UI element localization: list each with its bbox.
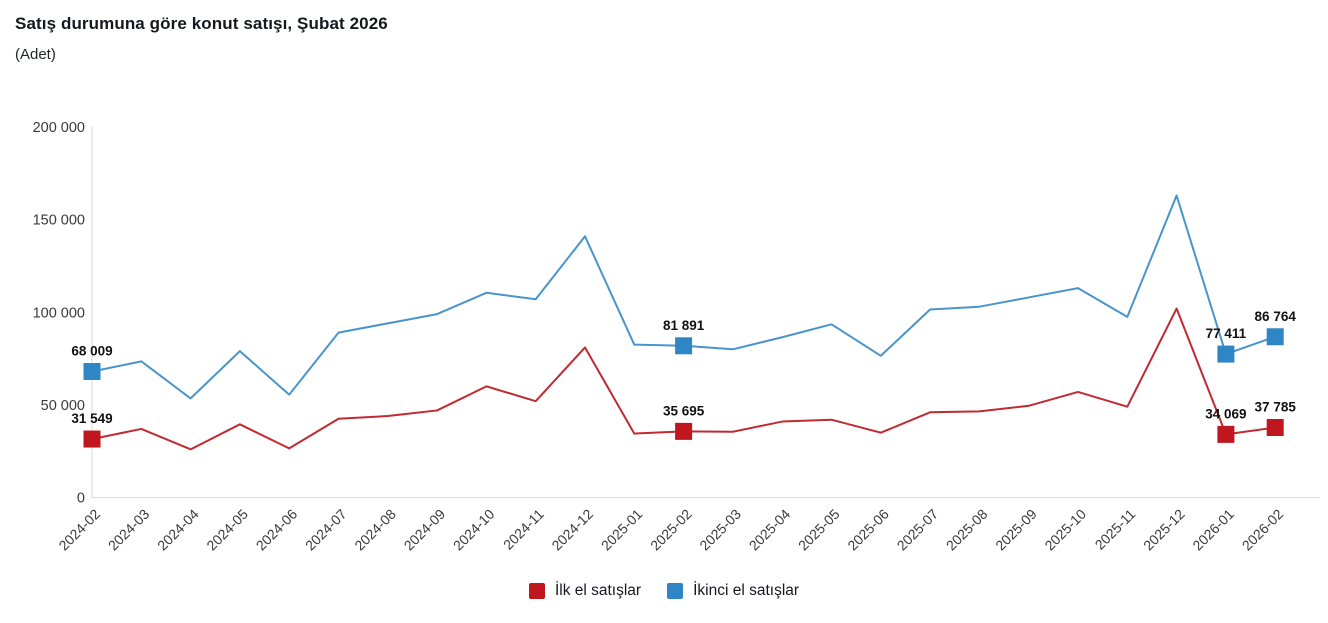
data-point-label: 35 695 (663, 403, 705, 418)
x-tick-label: 2025-08 (943, 506, 991, 554)
y-tick-label: 200 000 (33, 120, 85, 136)
chart-subtitle: (Adet) (15, 46, 56, 63)
data-point-label: 31 549 (71, 411, 112, 426)
x-tick-label: 2024-10 (450, 506, 498, 554)
x-tick-label: 2025-05 (795, 506, 843, 554)
y-tick-label: 100 000 (33, 305, 85, 321)
data-point-label: 77 411 (1206, 326, 1247, 341)
x-tick-label: 2024-02 (55, 506, 103, 554)
legend-item-ilk-el[interactable]: İlk el satışlar (528, 582, 642, 600)
x-tick-label: 2024-12 (548, 506, 596, 554)
x-tick-label: 2024-06 (253, 506, 301, 554)
data-point-marker[interactable] (675, 337, 693, 355)
data-point-label: 81 891 (663, 318, 705, 333)
data-point-marker[interactable] (1217, 425, 1235, 443)
series-line (91, 194, 1276, 400)
data-point-label: 86 764 (1255, 309, 1297, 324)
legend-label-ilk-el: İlk el satışlar (554, 582, 642, 599)
x-tick-label: 2025-12 (1140, 506, 1188, 554)
data-point-label: 34 069 (1205, 406, 1246, 421)
data-point-marker[interactable] (675, 422, 693, 440)
data-point-marker[interactable] (83, 430, 101, 448)
data-point-marker[interactable] (1266, 419, 1284, 437)
x-tick-label: 2025-02 (647, 506, 695, 554)
x-tick-label: 2025-10 (1041, 506, 1089, 554)
data-point-label: 68 009 (71, 344, 112, 359)
x-tick-label: 2025-11 (1092, 506, 1139, 553)
legend-swatch-ilk-el-icon (528, 583, 545, 599)
x-tick-label: 2024-05 (203, 506, 251, 554)
data-point-marker[interactable] (1266, 328, 1284, 346)
x-tick-label: 2025-07 (894, 506, 942, 554)
chart-legend: İlk el satışlar İkinci el satışlar (0, 578, 1328, 604)
x-tick-label: 2024-03 (105, 506, 153, 554)
data-point-label: 37 785 (1255, 400, 1297, 415)
x-tick-label: 2025-03 (696, 506, 744, 554)
x-tick-label: 2024-04 (154, 506, 202, 554)
x-tick-label: 2025-01 (598, 506, 646, 554)
x-tick-label: 2024-07 (302, 506, 350, 554)
x-tick-label: 2024-08 (351, 506, 399, 554)
legend-label-ikinci-el: İkinci el satışlar (693, 582, 800, 599)
y-tick-label: 150 000 (33, 213, 85, 229)
legend-swatch-ikinci-el-icon (667, 583, 684, 599)
data-point-marker[interactable] (1217, 345, 1235, 363)
data-point-marker[interactable] (83, 363, 101, 381)
x-tick-label: 2025-09 (992, 506, 1040, 554)
x-tick-label: 2024-09 (401, 506, 449, 554)
x-tick-label: 2024-11 (500, 506, 547, 553)
x-tick-label: 2025-06 (844, 506, 892, 554)
y-tick-label: 50 000 (41, 398, 85, 414)
legend-item-ikinci-el[interactable]: İkinci el satışlar (667, 582, 799, 600)
chart-title: Satış durumuna göre konut satışı, Şubat … (15, 14, 388, 33)
y-tick-label: 0 (77, 491, 85, 507)
x-tick-label: 2026-01 (1189, 506, 1237, 554)
x-tick-label: 2025-04 (746, 506, 794, 554)
x-tick-label: 2026-02 (1239, 506, 1287, 554)
